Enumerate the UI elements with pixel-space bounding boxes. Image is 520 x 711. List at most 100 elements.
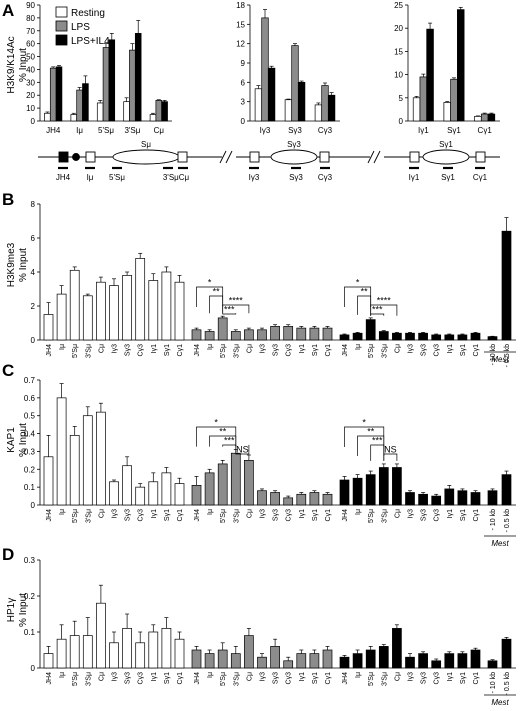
- y-tick-label: 25: [394, 1, 403, 10]
- x-category-label-mest: - 0.5 kb: [504, 344, 511, 367]
- x-category-label: Sγ3: [125, 509, 132, 521]
- significance-bracket: [370, 444, 385, 461]
- bar-resting: [96, 102, 104, 122]
- significance-label: ***: [224, 305, 235, 315]
- x-category-label: Iμ: [355, 344, 362, 350]
- bar-lps-il4: [457, 490, 468, 506]
- x-category-label: Cγ1: [325, 509, 332, 522]
- x-category-label: 3'Sμ: [85, 344, 92, 358]
- bar-lps-il4: [352, 332, 363, 341]
- y-tick-label: 0.3: [24, 556, 36, 565]
- bar-lps-il4: [82, 83, 89, 122]
- bar-lps: [322, 327, 333, 341]
- significance-label: **: [213, 287, 221, 297]
- jh-segment-box: [58, 151, 69, 163]
- x-category-label: Iμ: [207, 509, 214, 515]
- bar-lps-il4: [418, 493, 428, 506]
- bar-resting: [123, 101, 130, 122]
- x-category-label: Sγ1: [164, 672, 171, 684]
- bar-lps-il4: [134, 33, 142, 122]
- bar-lps: [283, 660, 294, 669]
- significance-bracket: [222, 304, 250, 314]
- x-category-label: Cγ3: [434, 509, 441, 522]
- significance-bracket: [209, 295, 224, 314]
- x-category-label: Iγ3: [112, 344, 119, 353]
- bar-lps: [191, 649, 202, 669]
- x-category-label: Iγ3: [408, 344, 415, 353]
- bar-lps-il4: [392, 332, 402, 341]
- bar-lps: [419, 76, 428, 122]
- bar-resting: [56, 638, 67, 669]
- bar-resting: [43, 653, 54, 669]
- bar-lps: [204, 331, 215, 341]
- bar-resting: [82, 415, 93, 506]
- bar-lps: [155, 100, 163, 122]
- y-tick-label: 2: [31, 302, 36, 311]
- x-category-label: Cγ3: [286, 509, 293, 522]
- y-tick-label: 0.2: [24, 465, 36, 474]
- panel-letter-b: B: [2, 190, 14, 209]
- bar-resting: [109, 642, 119, 669]
- bar-lps: [270, 326, 280, 341]
- bar-lps: [480, 113, 489, 122]
- x-category-label: Iγ1: [299, 672, 306, 681]
- chart-c: 0 0.1 0.2 0.3 0.4 0.5 0.6 0.7 JH4 Iμ 5'Sμ 3'Sμ Cμ Iγ3…: [24, 376, 516, 532]
- y-tick-label: 50: [26, 53, 35, 62]
- bar-lps-il4: [405, 492, 415, 506]
- bar-resting: [148, 481, 159, 506]
- significance-label: ****: [377, 296, 392, 306]
- x-category-label: Sγ3: [288, 126, 302, 135]
- significance-label: *: [214, 418, 218, 428]
- x-category-label: 5'Sμ: [72, 344, 79, 358]
- bar-lps-il4: [457, 334, 468, 341]
- x-category-label: Sγ1: [312, 509, 319, 521]
- bar-resting: [122, 628, 132, 669]
- y-tick-label: 0.1: [24, 483, 36, 492]
- map-label-s-g3-seg: Sγ3: [289, 173, 303, 182]
- bar-resting: [161, 472, 172, 506]
- bar-resting: [161, 271, 172, 341]
- bar-resting: [56, 397, 67, 506]
- x-category-label: JH4: [46, 672, 53, 685]
- bar-resting: [474, 116, 482, 122]
- x-category-label: JH4: [194, 344, 201, 357]
- x-category-label: 5'Sμ: [98, 126, 114, 135]
- bar-lps-il4: [444, 334, 455, 341]
- x-category-label: 3'Sμ: [85, 672, 92, 686]
- significance-label: ***: [372, 436, 383, 446]
- bar-lps: [76, 89, 83, 122]
- x-category-label: Cγ1: [325, 344, 332, 357]
- x-category-label: Cγ1: [478, 126, 493, 135]
- x-category-label: Iγ1: [447, 509, 454, 518]
- s-mu-ellipse: [112, 149, 180, 165]
- x-category-label: Sγ1: [312, 344, 319, 356]
- y-tick-label: 8: [31, 200, 36, 209]
- legend: Resting LPS LPS+IL4: [55, 6, 110, 47]
- map-label-s-g1-seg: Sγ1: [441, 173, 455, 182]
- bar-lps-il4: [470, 492, 481, 506]
- x-category-label: Iγ1: [151, 344, 158, 353]
- x-category-label: Cμ: [394, 509, 401, 518]
- y-tick-label: 20: [394, 24, 403, 33]
- bar-lps: [296, 653, 307, 669]
- y-tick-label: 0: [31, 117, 36, 126]
- x-category-label: 5'Sμ: [220, 672, 227, 686]
- break-mark-2a: [367, 150, 375, 164]
- x-category-label: Iγ3: [112, 509, 119, 518]
- bar-lps-il4: [392, 467, 402, 506]
- x-category-label: Sγ1: [164, 509, 171, 521]
- x-category-label: Cμ: [246, 509, 253, 518]
- x-category-label: Cγ3: [434, 672, 441, 685]
- break-mark-1b: [225, 150, 233, 164]
- significance-label: **: [219, 427, 227, 437]
- bar-lps: [270, 646, 280, 669]
- y-tick-label: 9: [241, 59, 246, 68]
- bar-lps-il4: [405, 656, 415, 669]
- x-category-label: Sγ1: [460, 344, 467, 356]
- bar-lps: [230, 653, 241, 669]
- x-category-label: 5'Sμ: [220, 509, 227, 523]
- gene-locus-map: [38, 149, 500, 170]
- x-category-label: Sγ3: [273, 672, 280, 684]
- x-category-label: Sγ3: [273, 509, 280, 521]
- bar-resting: [161, 628, 172, 669]
